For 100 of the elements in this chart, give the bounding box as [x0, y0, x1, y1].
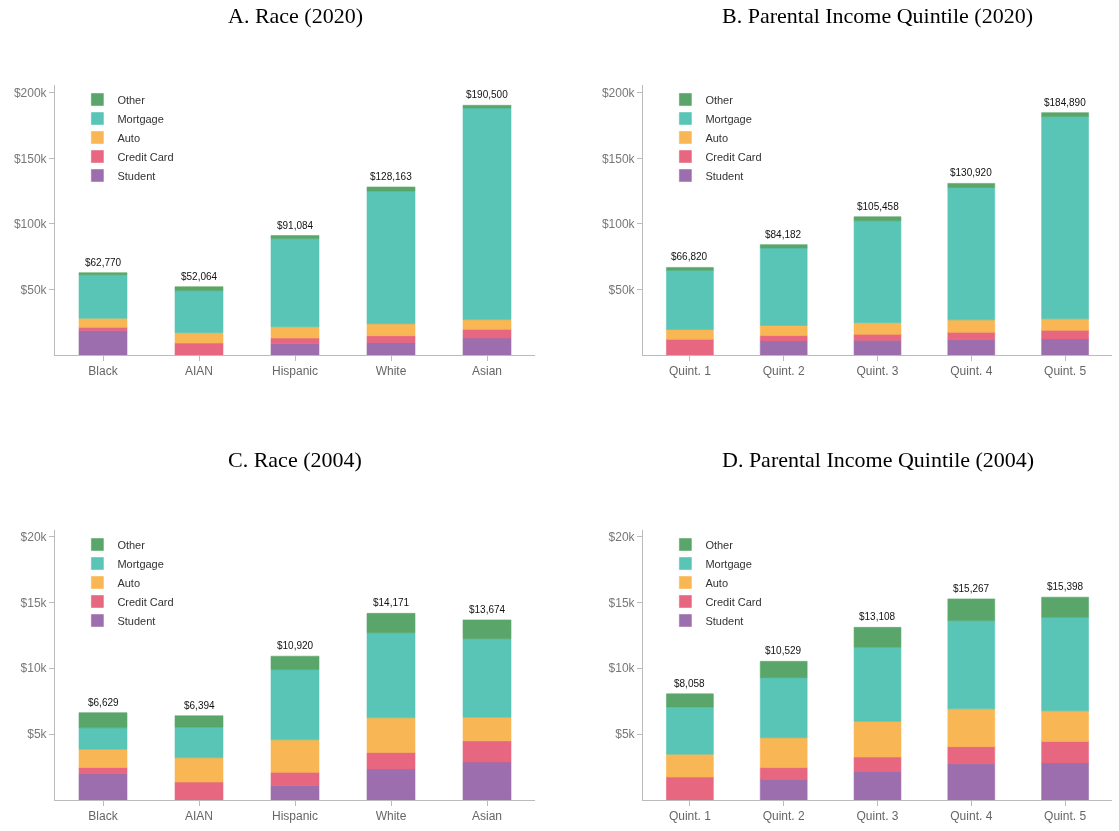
bar [366, 342, 416, 355]
bar [1041, 741, 1089, 764]
legend-label: Auto [117, 131, 141, 144]
legend-label: Auto [117, 576, 141, 589]
x-tick-label: Hispanic [271, 809, 319, 824]
y-tick-label: $20k [608, 529, 636, 544]
x-tick-label: Quint. 5 [1044, 809, 1087, 824]
bar [462, 107, 512, 320]
bar [78, 272, 128, 276]
legend-label: Other [705, 538, 734, 551]
x-tick-label: Black [88, 364, 119, 379]
bar [947, 319, 996, 333]
y-tick-label: $150k [601, 151, 636, 166]
bar [759, 247, 808, 326]
legend-label: Credit Card [705, 150, 762, 163]
y-tick-label: $50k [608, 282, 636, 297]
total-label: $15,267 [953, 583, 990, 594]
bar [462, 638, 512, 718]
bar [1041, 116, 1089, 320]
y-tick-label: $50k [20, 282, 48, 297]
x-tick-label: Quint. 4 [950, 364, 993, 379]
total-label: $66,820 [671, 251, 708, 262]
legend-label: Mortgage [705, 112, 752, 125]
legend-label: Credit Card [705, 595, 762, 608]
bar [853, 340, 902, 355]
bar [366, 768, 416, 800]
x-tick-label: Asian [471, 809, 503, 824]
total-label: $52,064 [181, 271, 218, 282]
bar [666, 338, 714, 355]
bar [366, 323, 416, 337]
bar [78, 274, 128, 319]
legend-label: Auto [705, 131, 729, 144]
bar [366, 613, 416, 634]
chart-title: A. Race (2020) [228, 3, 364, 28]
y-tick-label: $150k [13, 151, 48, 166]
bar [1041, 330, 1089, 340]
bar [78, 318, 128, 328]
y-tick-label: $20k [20, 529, 48, 544]
bar [174, 726, 224, 759]
bar [947, 746, 996, 764]
bar [462, 319, 512, 330]
bar [1041, 710, 1089, 742]
x-tick-label: AIAN [184, 809, 214, 824]
bar [462, 329, 512, 339]
bar [270, 343, 320, 355]
bar [947, 339, 996, 355]
bar [174, 290, 224, 334]
bar [366, 186, 416, 192]
total-label: $130,920 [950, 167, 993, 178]
bar [270, 238, 320, 327]
total-label: $13,108 [859, 611, 896, 622]
bar [174, 332, 224, 344]
y-tick-label: $10k [20, 661, 48, 676]
bar [270, 669, 320, 741]
bar [759, 335, 808, 342]
total-label: $105,458 [857, 201, 900, 212]
x-tick-label: White [375, 364, 407, 379]
total-label: $128,163 [370, 171, 413, 182]
bar [666, 329, 714, 340]
x-tick-label: Quint. 1 [668, 364, 712, 379]
bar [366, 632, 416, 719]
legend-label: Mortgage [705, 557, 752, 570]
bar [366, 190, 416, 324]
y-tick-label: $200k [13, 86, 48, 101]
bar [666, 270, 714, 330]
total-label: $14,171 [373, 597, 410, 608]
bar [1041, 338, 1089, 355]
bar [759, 677, 808, 738]
bar [853, 220, 902, 324]
total-label: $62,770 [85, 257, 122, 268]
bar [666, 693, 714, 708]
bar [78, 712, 128, 729]
bar [270, 739, 320, 773]
legend-label: Other [117, 93, 146, 106]
x-tick-label: Quint. 3 [856, 809, 899, 824]
bar [666, 776, 714, 800]
total-label: $6,394 [184, 700, 216, 711]
bar [947, 708, 996, 747]
bar [853, 646, 902, 722]
y-tick-label: $5k [615, 727, 636, 742]
bar [853, 756, 902, 772]
bar [270, 655, 320, 670]
total-label: $10,920 [277, 640, 314, 651]
legend-label: Auto [705, 576, 729, 589]
y-tick-label: $5k [27, 727, 48, 742]
bar [1041, 617, 1089, 712]
total-label: $8,058 [674, 678, 706, 689]
chart-title: B. Parental Income Quintile (2020) [722, 3, 1033, 28]
bar [462, 716, 512, 742]
bar [366, 752, 416, 770]
bar [853, 322, 902, 335]
bar [947, 183, 996, 188]
chart-title: C. Race (2004) [228, 447, 362, 472]
legend-label: Credit Card [117, 595, 174, 608]
x-tick-label: Quint. 5 [1044, 364, 1087, 379]
x-tick-label: Quint. 2 [762, 364, 806, 379]
bar [78, 330, 128, 355]
total-label: $91,084 [277, 220, 314, 231]
bar [853, 216, 902, 222]
bar [462, 619, 512, 639]
